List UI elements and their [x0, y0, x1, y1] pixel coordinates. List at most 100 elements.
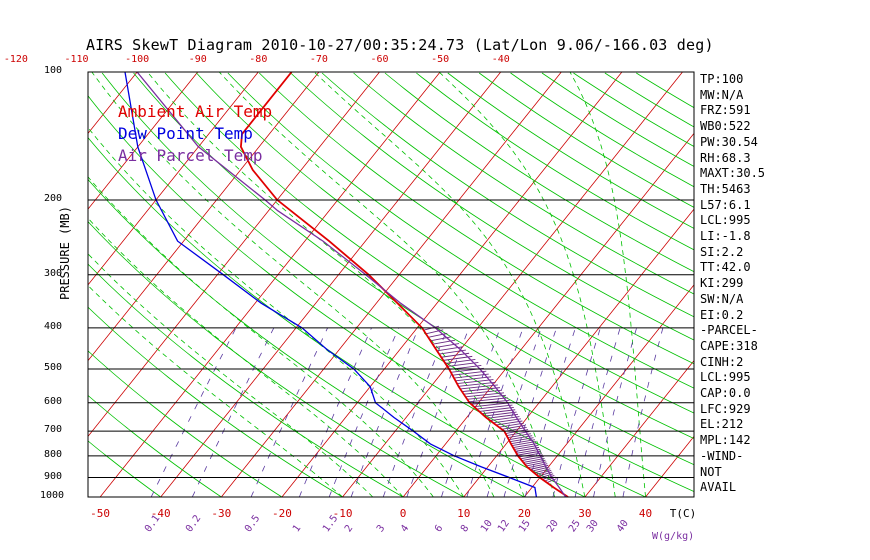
dry-adiabat [478, 72, 694, 208]
dry-adiabat [541, 72, 694, 167]
bottom-temp-tick-label: -40 [150, 507, 171, 520]
pressure-tick-label: 500 [44, 362, 63, 374]
cape-hatch [428, 332, 448, 338]
cape-hatch [473, 402, 512, 408]
bottom-temp-tick-label: 30 [578, 507, 592, 520]
stat-line: MW:N/A [700, 87, 744, 102]
pressure-tick-label: 200 [44, 192, 63, 204]
cape-hatch [461, 387, 500, 393]
dry-adiabat [133, 72, 694, 466]
top-temp-tick-label: -100 [125, 54, 150, 65]
legend-ambient-air-temp: Ambient Air Temp [118, 102, 273, 121]
stat-line: EL:212 [700, 417, 744, 432]
plot-frame [87, 71, 695, 498]
isotherm [402, 132, 694, 497]
moist-adiabat [91, 72, 495, 497]
stat-line: FRZ:591 [700, 103, 751, 118]
cape-hatch [468, 397, 508, 403]
dry-adiabat [88, 394, 222, 497]
cape-hatch [523, 457, 545, 463]
mixing-ratio-line [593, 327, 637, 497]
moist-adiabat [569, 72, 646, 497]
stat-line: L57:6.1 [700, 197, 751, 212]
stat-line: LCL:995 [700, 213, 751, 228]
isotherm [0, 72, 16, 497]
dry-adiabat [227, 72, 694, 389]
moist-adiabat [438, 72, 616, 497]
stat-line: CINH:2 [700, 354, 744, 369]
stat-line: KI:299 [700, 276, 744, 291]
isotherm [342, 72, 683, 497]
dry-adiabat [353, 72, 694, 295]
cape-hatch [513, 443, 538, 448]
cape-hatch [487, 413, 519, 419]
stats-panel: TP:100 MW:N/A FRZ:591 WB0:522 PW:30.54 RH:68.… [700, 72, 765, 496]
top-temp-tick-label: -110 [64, 54, 89, 65]
isotherm [88, 72, 199, 210]
stat-line: SI:2.2 [700, 244, 744, 259]
cape-hatch [481, 409, 516, 415]
top-temp-tick-label: -70 [309, 54, 328, 65]
top-temp-tick-label: -60 [370, 54, 389, 65]
cape-hatch [516, 448, 541, 454]
isotherm [88, 72, 320, 362]
moist-adiabat [88, 284, 343, 497]
top-temp-tick-label: -50 [431, 54, 450, 65]
cape-hatch [521, 456, 544, 462]
pressure-tick-label: 400 [44, 320, 63, 332]
dry-adiabat [321, 72, 694, 318]
mixing-ratio-line [150, 327, 237, 497]
stat-line: LI:-1.8 [700, 229, 751, 244]
parcel-temp-line [136, 72, 568, 497]
dry-adiabat [510, 72, 694, 188]
dry-adiabat [88, 350, 283, 497]
dry-adiabat [573, 72, 694, 147]
isotherm [221, 72, 562, 497]
legend-air-parcel-temp: Air Parcel Temp [118, 146, 263, 165]
stat-line: LCL:995 [700, 370, 751, 385]
dry-adiabat [88, 178, 525, 497]
moist-adiabat [88, 253, 374, 497]
stat-line: MPL:142 [700, 433, 751, 448]
cape-hatch [456, 379, 494, 385]
moist-adiabat [88, 176, 434, 497]
isotherm [584, 360, 694, 497]
bottom-temp-tick-label: -10 [332, 507, 353, 520]
bottom-temp-tick-label: 20 [517, 507, 531, 520]
stat-line: -PARCEL- [700, 323, 758, 338]
cape-hatch [511, 441, 537, 447]
stat-line: RH:68.3 [700, 150, 751, 165]
bottom-temp-tick-label: -50 [90, 507, 111, 520]
dry-adiabat [447, 72, 694, 229]
cape-hatch [476, 404, 513, 410]
stat-line: CAPE:318 [700, 338, 758, 353]
stat-line: TP:100 [700, 72, 744, 86]
cape-hatch [460, 384, 498, 390]
cape-hatch [467, 394, 507, 400]
cape-hatch [465, 392, 505, 398]
stat-line: EI:0.2 [700, 307, 744, 322]
dry-adiabat [259, 72, 694, 365]
stat-line: TT:42.0 [700, 260, 751, 275]
cape-hatch [514, 445, 539, 450]
top-temp-tick-label: -90 [188, 54, 207, 65]
dry-adiabat [88, 221, 464, 497]
mixing-ratio-line [298, 327, 372, 497]
bottom-temp-tick-label: -30 [211, 507, 232, 520]
stat-line: WB0:522 [700, 119, 751, 134]
top-temp-tick-label: -80 [249, 54, 268, 65]
stat-line: AVAIL [700, 480, 737, 495]
mixing-ratio-line [191, 327, 275, 497]
moist-adiabat [313, 72, 586, 497]
isotherm [160, 72, 502, 497]
cape-hatch [524, 459, 546, 465]
bottom-temp-tick-label: -20 [271, 507, 292, 520]
cape-hatch [452, 370, 487, 376]
top-temp-tick-label: -120 [3, 54, 28, 65]
cape-hatch [463, 389, 503, 395]
cape-hatch [453, 373, 489, 379]
cape-hatch [515, 446, 540, 452]
dry-adiabat [88, 263, 404, 497]
legend-dew-point-temp: Dew Point Temp [118, 124, 253, 143]
